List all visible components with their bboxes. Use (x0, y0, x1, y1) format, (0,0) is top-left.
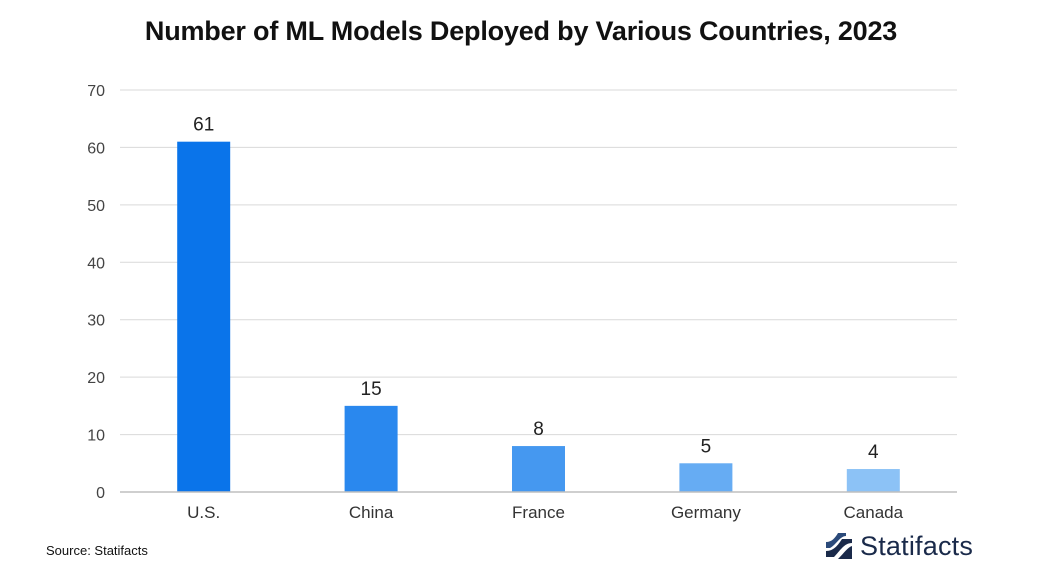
bar-value-label: 4 (868, 442, 879, 463)
bar-value-label: 5 (701, 436, 712, 457)
y-tick-label: 50 (87, 198, 105, 215)
brand-logo: Statifacts (824, 528, 973, 564)
bar-value-label: 61 (193, 115, 214, 136)
x-category-label: France (512, 503, 565, 522)
y-tick-label: 10 (87, 428, 105, 445)
gridlines (120, 89, 957, 436)
y-tick-label: 20 (87, 370, 105, 387)
source-note: Source: Statifacts (46, 543, 148, 558)
bars (177, 141, 900, 492)
bar-value-label: 8 (533, 419, 544, 440)
y-tick-label: 0 (96, 485, 105, 502)
bar (344, 405, 398, 492)
x-axis-categories: U.S. China France Germany Canada (187, 503, 903, 522)
chart-title: Number of ML Models Deployed by Various … (144, 16, 898, 46)
x-category-label: China (349, 503, 394, 522)
bar (679, 463, 733, 492)
statifacts-logo-icon (826, 533, 852, 559)
x-category-label: U.S. (187, 503, 220, 522)
brand-name: Statifacts (860, 530, 974, 561)
bar-value-label: 15 (361, 379, 382, 400)
y-tick-label: 40 (87, 255, 105, 272)
y-tick-label: 60 (87, 140, 105, 157)
y-axis-ticks: 0 10 20 30 40 50 60 70 (87, 83, 105, 502)
x-category-label: Canada (844, 503, 904, 522)
bar (177, 141, 231, 492)
y-tick-label: 30 (87, 313, 105, 330)
data-labels: 61 15 8 5 4 (193, 115, 879, 463)
bar (846, 469, 900, 492)
x-category-label: Germany (671, 503, 741, 522)
y-tick-label: 70 (87, 83, 105, 100)
bar (512, 446, 565, 492)
